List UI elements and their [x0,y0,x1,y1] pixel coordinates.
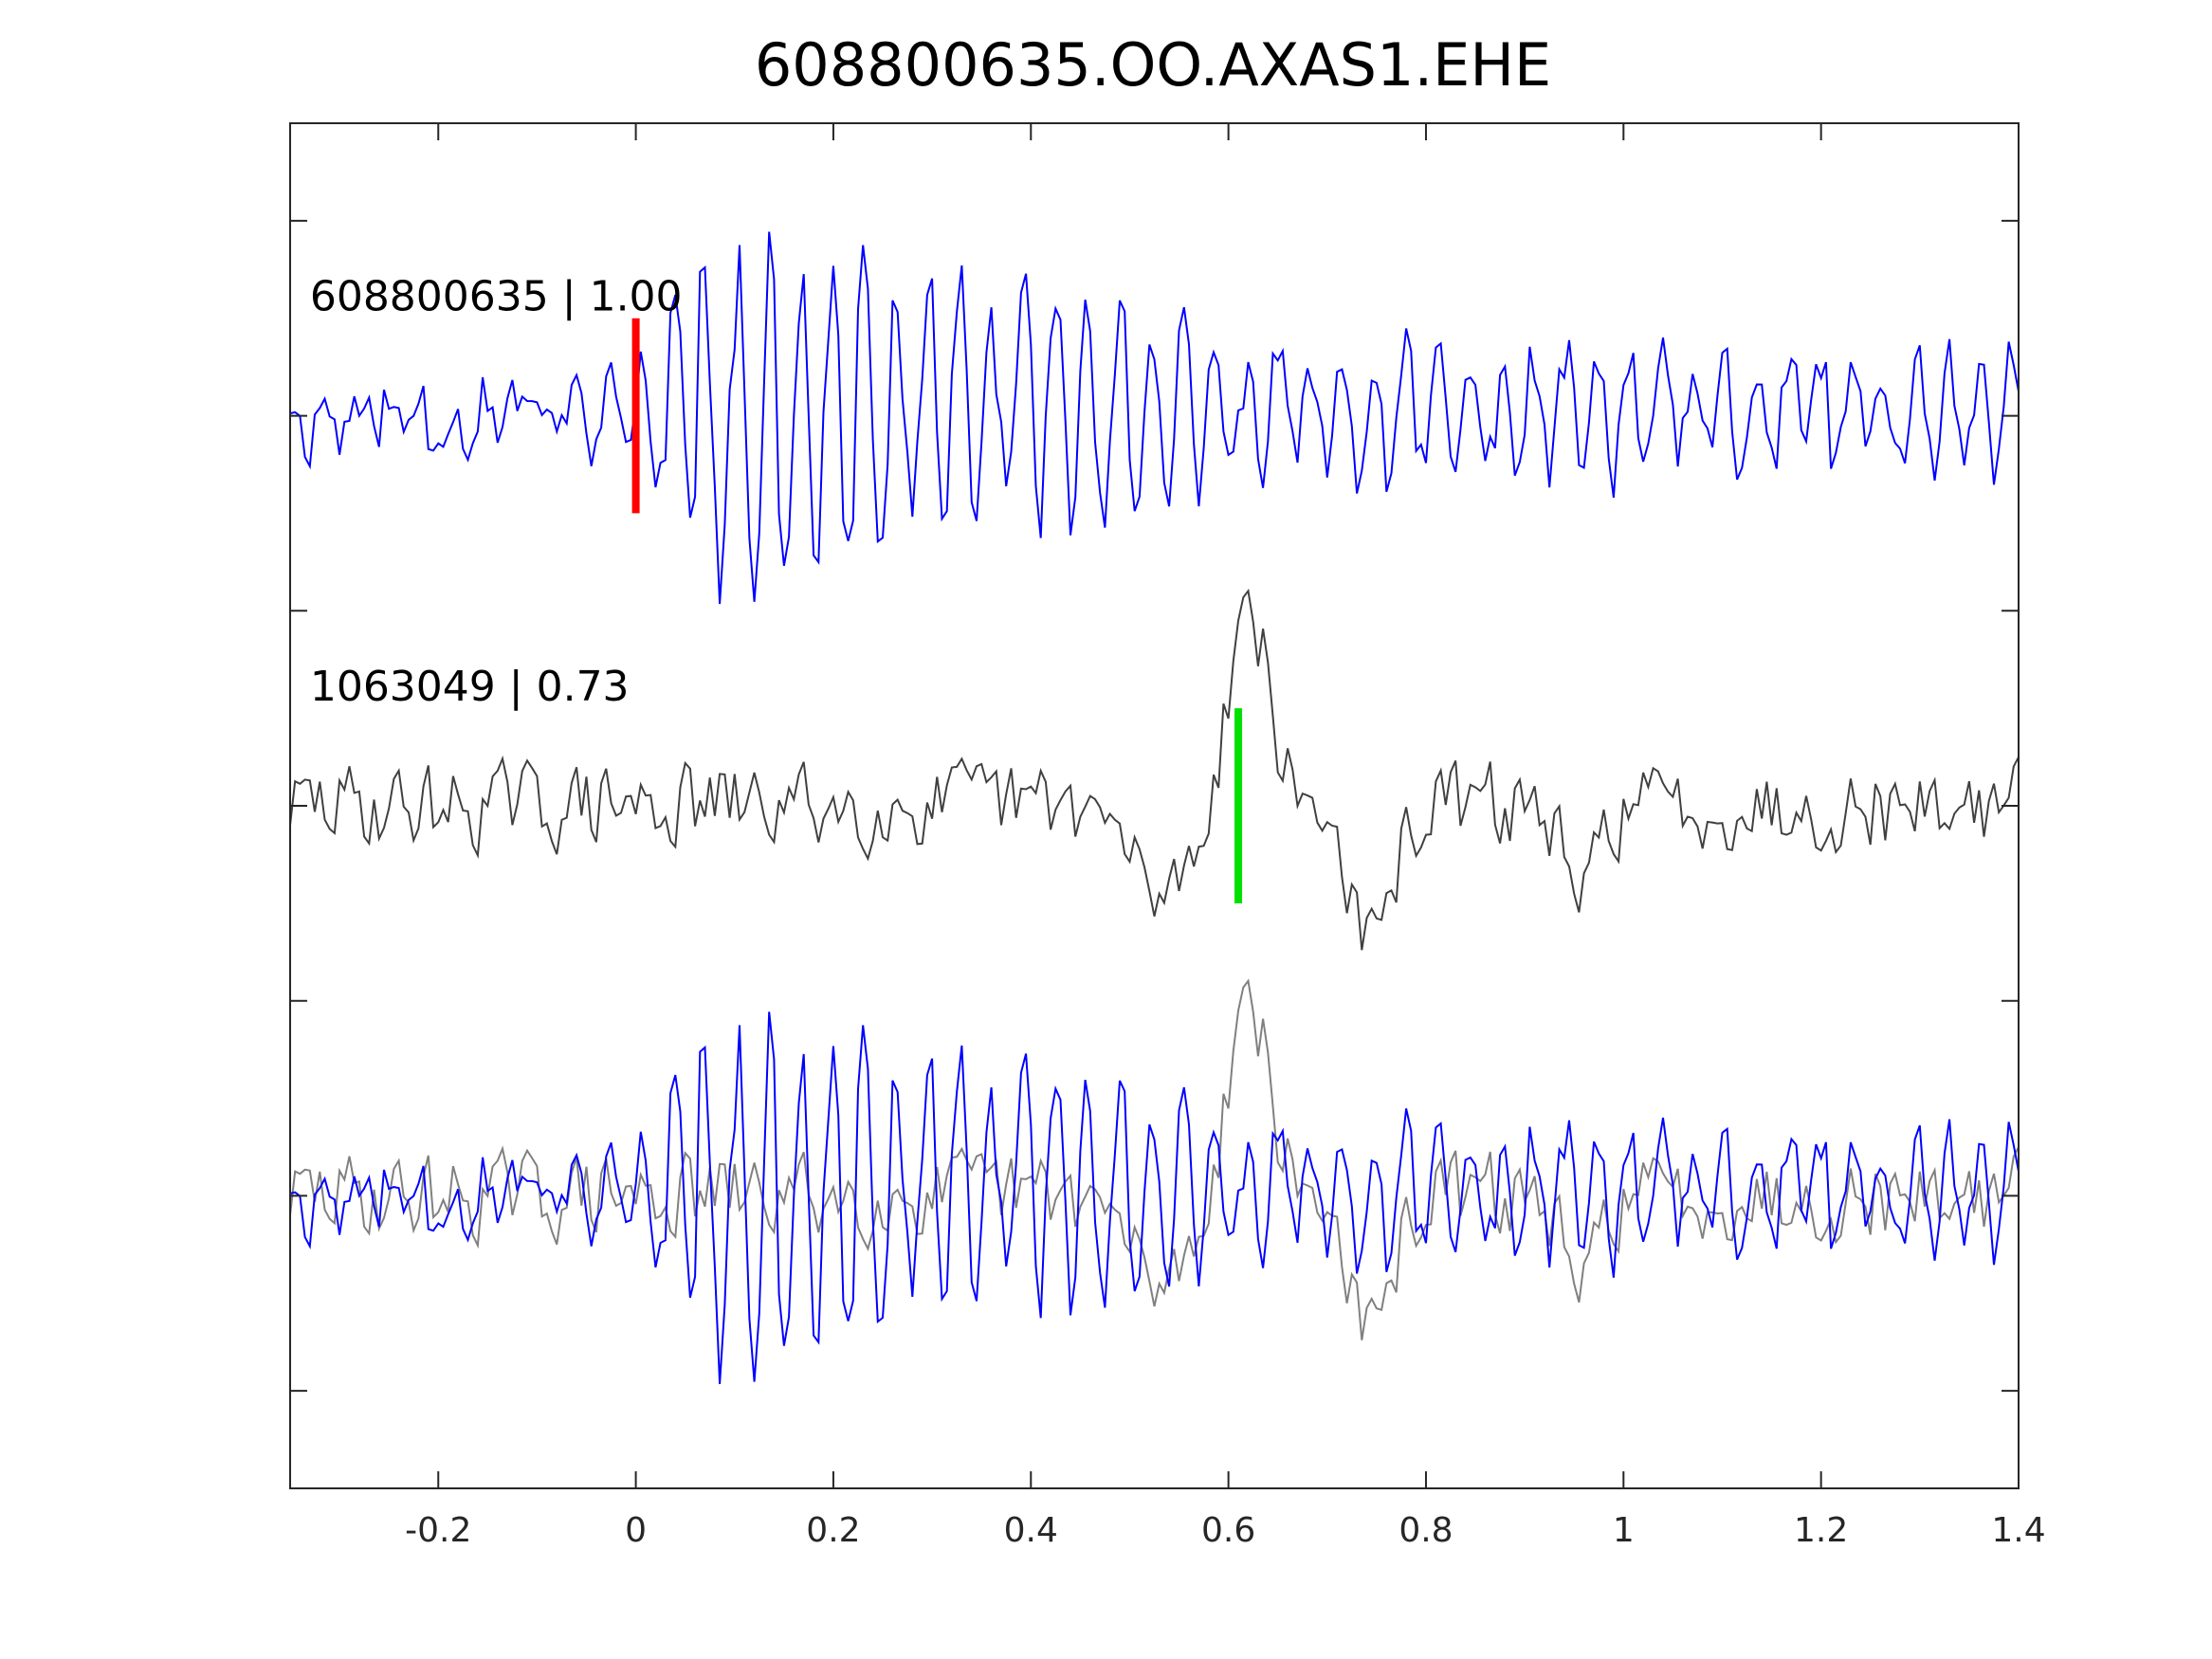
x-tick-label: 0.2 [806,1511,860,1550]
x-tick-label: 0.8 [1398,1511,1453,1550]
x-tick-label: 0 [625,1511,647,1550]
trace-label: 1063049 | 0.73 [310,663,630,711]
axis-ticks: -0.2 0 0.2 0.4 0.6 0.8 1 1.2 1.4 [290,123,2046,1550]
trace-overlay-1063049 [289,978,2020,1340]
x-tick-label: 0.6 [1201,1511,1255,1550]
x-tick-label: 1.4 [1991,1511,2045,1550]
plot-area: 608800635 | 1.00 1063049 | 0.73 [289,231,2020,1384]
x-tick-label: 0.4 [1004,1511,1058,1550]
x-tick-label: -0.2 [405,1511,471,1550]
chart-title: 608800635.OO.AXAS1.EHE [755,30,1551,100]
trace-1063049 [289,588,2020,951]
trace-overlay-608800635 [289,1012,2020,1384]
x-tick-label: 1.2 [1794,1511,1848,1550]
x-tick-label: 1 [1613,1511,1635,1550]
trace-label: 608800635 | 1.00 [310,273,683,321]
trace-608800635 [289,231,2020,605]
